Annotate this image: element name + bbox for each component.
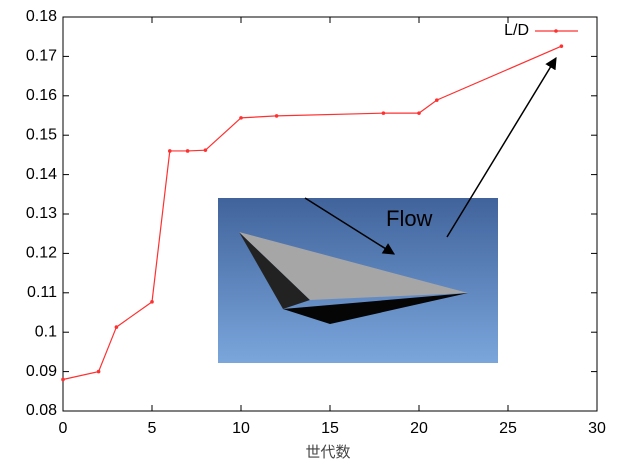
y-tick-label: 0.15 xyxy=(26,126,57,143)
data-point xyxy=(150,300,154,304)
data-point xyxy=(61,378,65,382)
legend-marker xyxy=(554,29,558,33)
data-point xyxy=(417,111,421,115)
data-point xyxy=(239,116,243,120)
chart: Flow 世代数 0.08 0.09 0.1 0.11 0.12 0.13 0.14 0.15… xyxy=(0,0,617,467)
y-tick-label: 0.12 xyxy=(26,245,57,262)
legend-label: L/D xyxy=(504,22,529,39)
pointer-arrow xyxy=(447,58,556,237)
y-tick-label: 0.11 xyxy=(27,284,57,301)
data-point xyxy=(382,111,386,115)
data-point xyxy=(115,325,119,329)
x-tick-label: 15 xyxy=(321,420,339,437)
x-tick-label: 0 xyxy=(59,420,68,437)
y-tick-label: 0.08 xyxy=(26,402,57,419)
x-tick-label: 30 xyxy=(588,420,606,437)
x-tick-label: 5 xyxy=(148,420,157,437)
data-point xyxy=(186,149,190,153)
y-tick-label: 0.1 xyxy=(35,323,57,340)
y-tick-label: 0.17 xyxy=(26,48,57,65)
data-point xyxy=(435,98,439,102)
y-tick-label: 0.09 xyxy=(26,363,57,380)
x-tick-label: 10 xyxy=(232,420,250,437)
data-point xyxy=(560,44,564,48)
y-tick-label: 0.14 xyxy=(26,166,57,183)
x-tick-label: 20 xyxy=(410,420,428,437)
flow-label: Flow xyxy=(386,206,433,231)
data-point xyxy=(275,114,279,118)
y-tick-label: 0.13 xyxy=(26,205,57,222)
x-tick-label: 25 xyxy=(499,420,517,437)
x-axis-label: 世代数 xyxy=(305,444,350,461)
y-tick-label: 0.18 xyxy=(26,8,57,25)
data-point xyxy=(204,148,208,152)
data-point xyxy=(97,370,101,374)
y-tick-label: 0.16 xyxy=(26,87,57,104)
data-point xyxy=(168,149,172,153)
